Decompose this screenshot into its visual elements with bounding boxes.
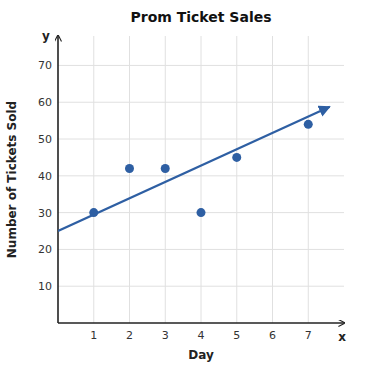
tick-label: 70: [38, 59, 52, 72]
y-axis-label: Number of Tickets Sold: [5, 101, 19, 258]
point: [304, 120, 313, 129]
x-axis-line: [58, 322, 344, 324]
title: Prom Ticket Sales: [130, 9, 271, 25]
grid-line: [272, 36, 273, 323]
point: [161, 164, 170, 173]
tick-label: 40: [38, 170, 52, 183]
annotation: x: [338, 330, 346, 344]
grid-line: [308, 36, 309, 323]
tick-label: 60: [38, 96, 52, 109]
grid-line: [58, 65, 344, 66]
grid-line: [58, 139, 344, 140]
point: [89, 208, 98, 217]
grid-line: [236, 36, 237, 323]
tick-label: 7: [305, 329, 312, 342]
grid: [58, 36, 344, 323]
annotation: y: [42, 29, 50, 43]
grid-line: [58, 175, 344, 176]
tick-label: 6: [269, 329, 276, 342]
grid-line: [201, 36, 202, 323]
grid-line: [58, 249, 344, 250]
point: [232, 153, 241, 162]
tick-label: 3: [162, 329, 169, 342]
plot-area: [58, 107, 330, 231]
grid-line: [58, 102, 344, 103]
tick-label: 1: [90, 329, 97, 342]
fit-line: [58, 107, 330, 231]
tick-label: 50: [38, 133, 52, 146]
tick-label: 4: [198, 329, 205, 342]
tick-label: 2: [126, 329, 133, 342]
tick-label: 20: [38, 243, 52, 256]
tick-label: 30: [38, 207, 52, 220]
chart: 1 2 3 4 5 6 7 10 20 30 40 50 60 70 x y Prom Ticket Sales…: [0, 0, 366, 369]
tick-label: 5: [233, 329, 240, 342]
point: [125, 164, 134, 173]
point: [197, 208, 206, 217]
grid-line: [165, 36, 166, 323]
grid-line: [58, 286, 344, 287]
grid-line: [129, 36, 130, 323]
x-axis-label: Day: [188, 348, 214, 362]
grid-line: [93, 36, 94, 323]
y-axis-line: [57, 36, 59, 323]
tick-label: 10: [38, 280, 52, 293]
